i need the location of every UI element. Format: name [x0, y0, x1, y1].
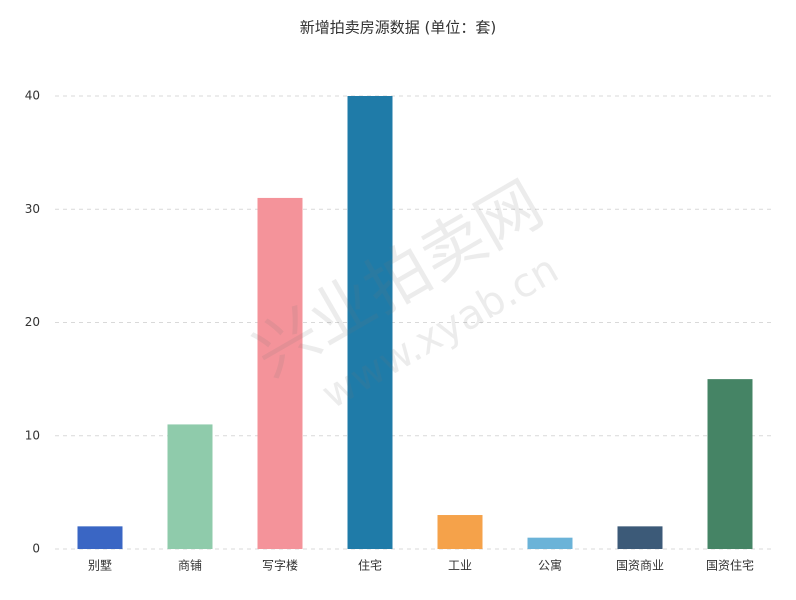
y-tick-label: 40: [25, 89, 40, 103]
y-tick-label: 0: [32, 542, 40, 556]
y-tick-label: 30: [25, 202, 40, 216]
bar: [527, 537, 573, 549]
x-tick-label: 工业: [448, 559, 472, 573]
bar: [617, 526, 663, 549]
bar: [437, 515, 483, 549]
y-tick-label: 10: [25, 428, 40, 442]
x-tick-label: 写字楼: [262, 558, 298, 573]
chart-title: 新增拍卖房源数据 (单位：套): [300, 19, 496, 37]
x-tick-label: 别墅: [88, 559, 112, 573]
bar: [167, 424, 213, 549]
x-tick-label: 公寓: [538, 558, 562, 573]
x-tick-label: 商铺: [178, 558, 202, 573]
x-tick-label: 国资商业: [616, 558, 664, 573]
bar: [257, 197, 303, 550]
bar: [77, 526, 123, 549]
bar: [347, 96, 393, 549]
bar: [707, 379, 753, 549]
x-tick-label: 住宅: [358, 558, 382, 573]
y-tick-label: 20: [25, 315, 40, 329]
x-tick-label: 国资住宅: [706, 558, 754, 573]
